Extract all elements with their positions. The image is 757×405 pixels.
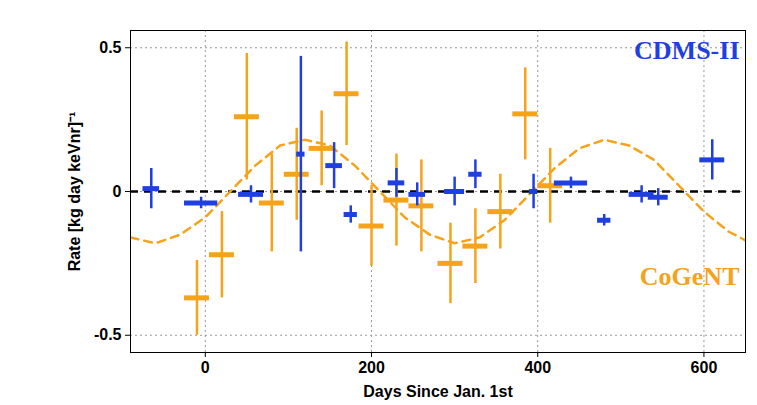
- svg-text:600: 600: [691, 359, 718, 376]
- svg-text:Rate [kg day keVnr]⁻¹: Rate [kg day keVnr]⁻¹: [66, 112, 83, 272]
- svg-text:CDMS-II: CDMS-II: [634, 36, 739, 65]
- svg-text:0: 0: [113, 183, 122, 200]
- svg-text:Days Since Jan. 1st: Days Since Jan. 1st: [363, 383, 513, 400]
- svg-text:-0.5: -0.5: [94, 326, 122, 343]
- svg-text:0.5: 0.5: [99, 39, 121, 56]
- svg-text:200: 200: [358, 359, 385, 376]
- svg-text:CoGeNT: CoGeNT: [640, 262, 740, 291]
- svg-text:400: 400: [524, 359, 551, 376]
- svg-text:0: 0: [201, 359, 210, 376]
